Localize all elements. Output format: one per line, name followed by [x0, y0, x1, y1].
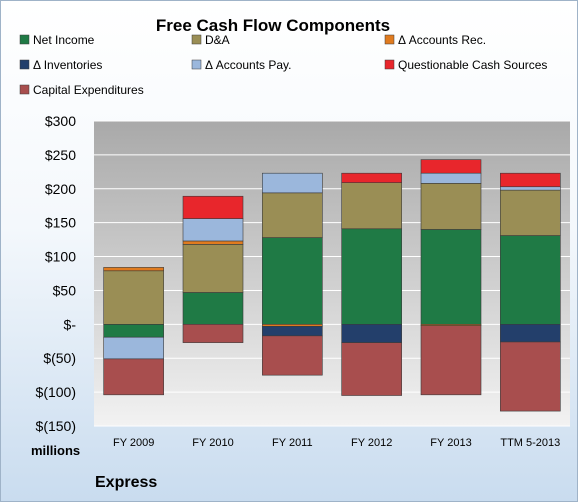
bar-segment [262, 192, 323, 238]
bar-segment [341, 342, 402, 396]
chart-title: Free Cash Flow Components [156, 16, 390, 35]
y-tick-label: $300 [45, 113, 76, 129]
legend: Net Income D&A Δ Accounts Rec. Δ Inventorie… [19, 33, 547, 97]
bar-segment [420, 183, 482, 230]
bar-segment [103, 324, 164, 338]
bar-segment [262, 335, 323, 376]
bar-segment [420, 172, 482, 184]
bar-segment [420, 229, 482, 325]
units-label: millions [31, 443, 80, 458]
bar-segment [420, 325, 482, 396]
bar-segment [103, 267, 164, 272]
x-tick-label: FY 2012 [351, 437, 392, 449]
bar-segment [182, 240, 244, 245]
bar-segment [103, 270, 164, 325]
y-tick-label: $50 [53, 282, 77, 298]
legend-label: Δ Accounts Rec. [398, 33, 486, 47]
bar-segment [262, 237, 323, 325]
bar-segment [500, 324, 561, 343]
legend-swatch [19, 59, 30, 70]
y-tick-label: $200 [45, 181, 76, 197]
legend-swatch [191, 59, 202, 70]
legend-swatch [384, 34, 395, 45]
bar-segment [182, 324, 244, 343]
x-tick-label: TTM 5-2013 [500, 437, 560, 449]
x-tick-label: FY 2009 [113, 437, 154, 449]
y-tick-label: $(100) [36, 384, 76, 400]
y-tick-label: $150 [45, 215, 76, 231]
y-axis: $300 $250 $200 $150 $100 $50 $- $(50) $(100) $(15… [36, 113, 77, 434]
plot-area [94, 121, 570, 426]
y-tick-label: $(50) [43, 350, 76, 366]
y-tick-label: $100 [45, 249, 76, 265]
bar-segment [182, 292, 244, 325]
x-tick-label: FY 2010 [192, 437, 233, 449]
bar-segment [262, 172, 323, 194]
legend-label: Δ Inventories [33, 58, 102, 72]
bars [103, 159, 561, 412]
bar-segment [262, 326, 323, 337]
bar-segment [341, 324, 402, 343]
legend-label: Net Income [33, 33, 95, 47]
bar-segment [500, 341, 561, 412]
bar-segment [500, 172, 561, 188]
legend-swatch [19, 34, 30, 45]
legend-label: Capital Expenditures [33, 83, 144, 97]
y-tick-label: $250 [45, 147, 76, 163]
bar-segment [103, 336, 164, 360]
bar-segment [182, 244, 244, 293]
bar-segment [103, 358, 164, 396]
bar-segment [420, 159, 482, 174]
bar-segment [500, 189, 561, 236]
bar-segment [341, 228, 402, 325]
y-tick-label: $- [64, 316, 77, 332]
bar-segment [500, 235, 561, 325]
x-axis: FY 2009 FY 2010 FY 2011 FY 2012 FY 2013 TTM 5… [113, 437, 560, 449]
legend-label: Questionable Cash Sources [398, 58, 547, 72]
legend-label: Δ Accounts Pay. [205, 58, 292, 72]
bar-segment [262, 324, 323, 327]
company-name: Express [95, 474, 157, 491]
bar-segment [341, 182, 402, 230]
bar-segment [341, 172, 402, 183]
legend-swatch [19, 84, 30, 95]
y-tick-label: $(150) [36, 418, 76, 434]
bar-segment [182, 218, 244, 242]
legend-swatch [191, 34, 202, 45]
x-tick-label: FY 2013 [430, 437, 471, 449]
x-tick-label: FY 2011 [272, 437, 313, 449]
legend-swatch [384, 59, 395, 70]
legend-label: D&A [205, 33, 230, 47]
bar-segment [500, 186, 561, 191]
bar-segment [182, 195, 244, 219]
gridlines [94, 120, 570, 427]
